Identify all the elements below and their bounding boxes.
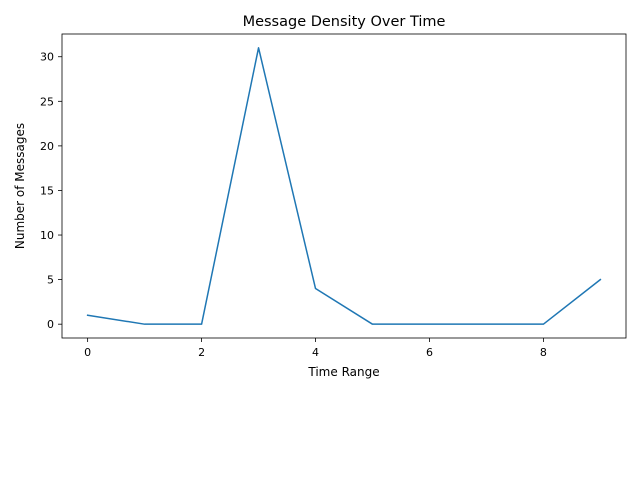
x-tick-label: 8 <box>540 346 547 359</box>
series-line-0 <box>86 47 602 325</box>
x-tick-label: 4 <box>312 346 319 359</box>
y-tick-label: 10 <box>40 229 54 242</box>
y-axis-label: Number of Messages <box>13 123 27 249</box>
y-tick-label: 25 <box>40 95 54 108</box>
y-tick-label: 0 <box>47 318 54 331</box>
axes-frame <box>61 33 627 339</box>
x-tick-label: 2 <box>198 346 205 359</box>
y-tick-label: 20 <box>40 140 54 153</box>
plot-area: 0 2 4 6 8 0 5 10 15 20 25 30 <box>40 33 627 359</box>
x-tick-label: 0 <box>84 346 91 359</box>
y-tick-label: 5 <box>47 274 54 287</box>
chart-title: Message Density Over Time <box>243 14 446 30</box>
y-tick-label: 15 <box>40 184 54 197</box>
x-tick-label: 6 <box>426 346 433 359</box>
y-tick-label: 30 <box>40 51 54 64</box>
x-axis-label: Time Range <box>307 365 379 379</box>
